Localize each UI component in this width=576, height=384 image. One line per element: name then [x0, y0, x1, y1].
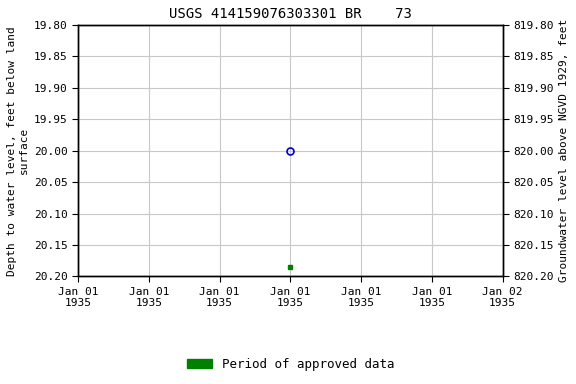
Y-axis label: Depth to water level, feet below land
surface: Depth to water level, feet below land su…	[7, 26, 29, 276]
Legend: Period of approved data: Period of approved data	[181, 353, 399, 376]
Title: USGS 414159076303301 BR    73: USGS 414159076303301 BR 73	[169, 7, 412, 21]
Y-axis label: Groundwater level above NGVD 1929, feet: Groundwater level above NGVD 1929, feet	[559, 19, 569, 282]
